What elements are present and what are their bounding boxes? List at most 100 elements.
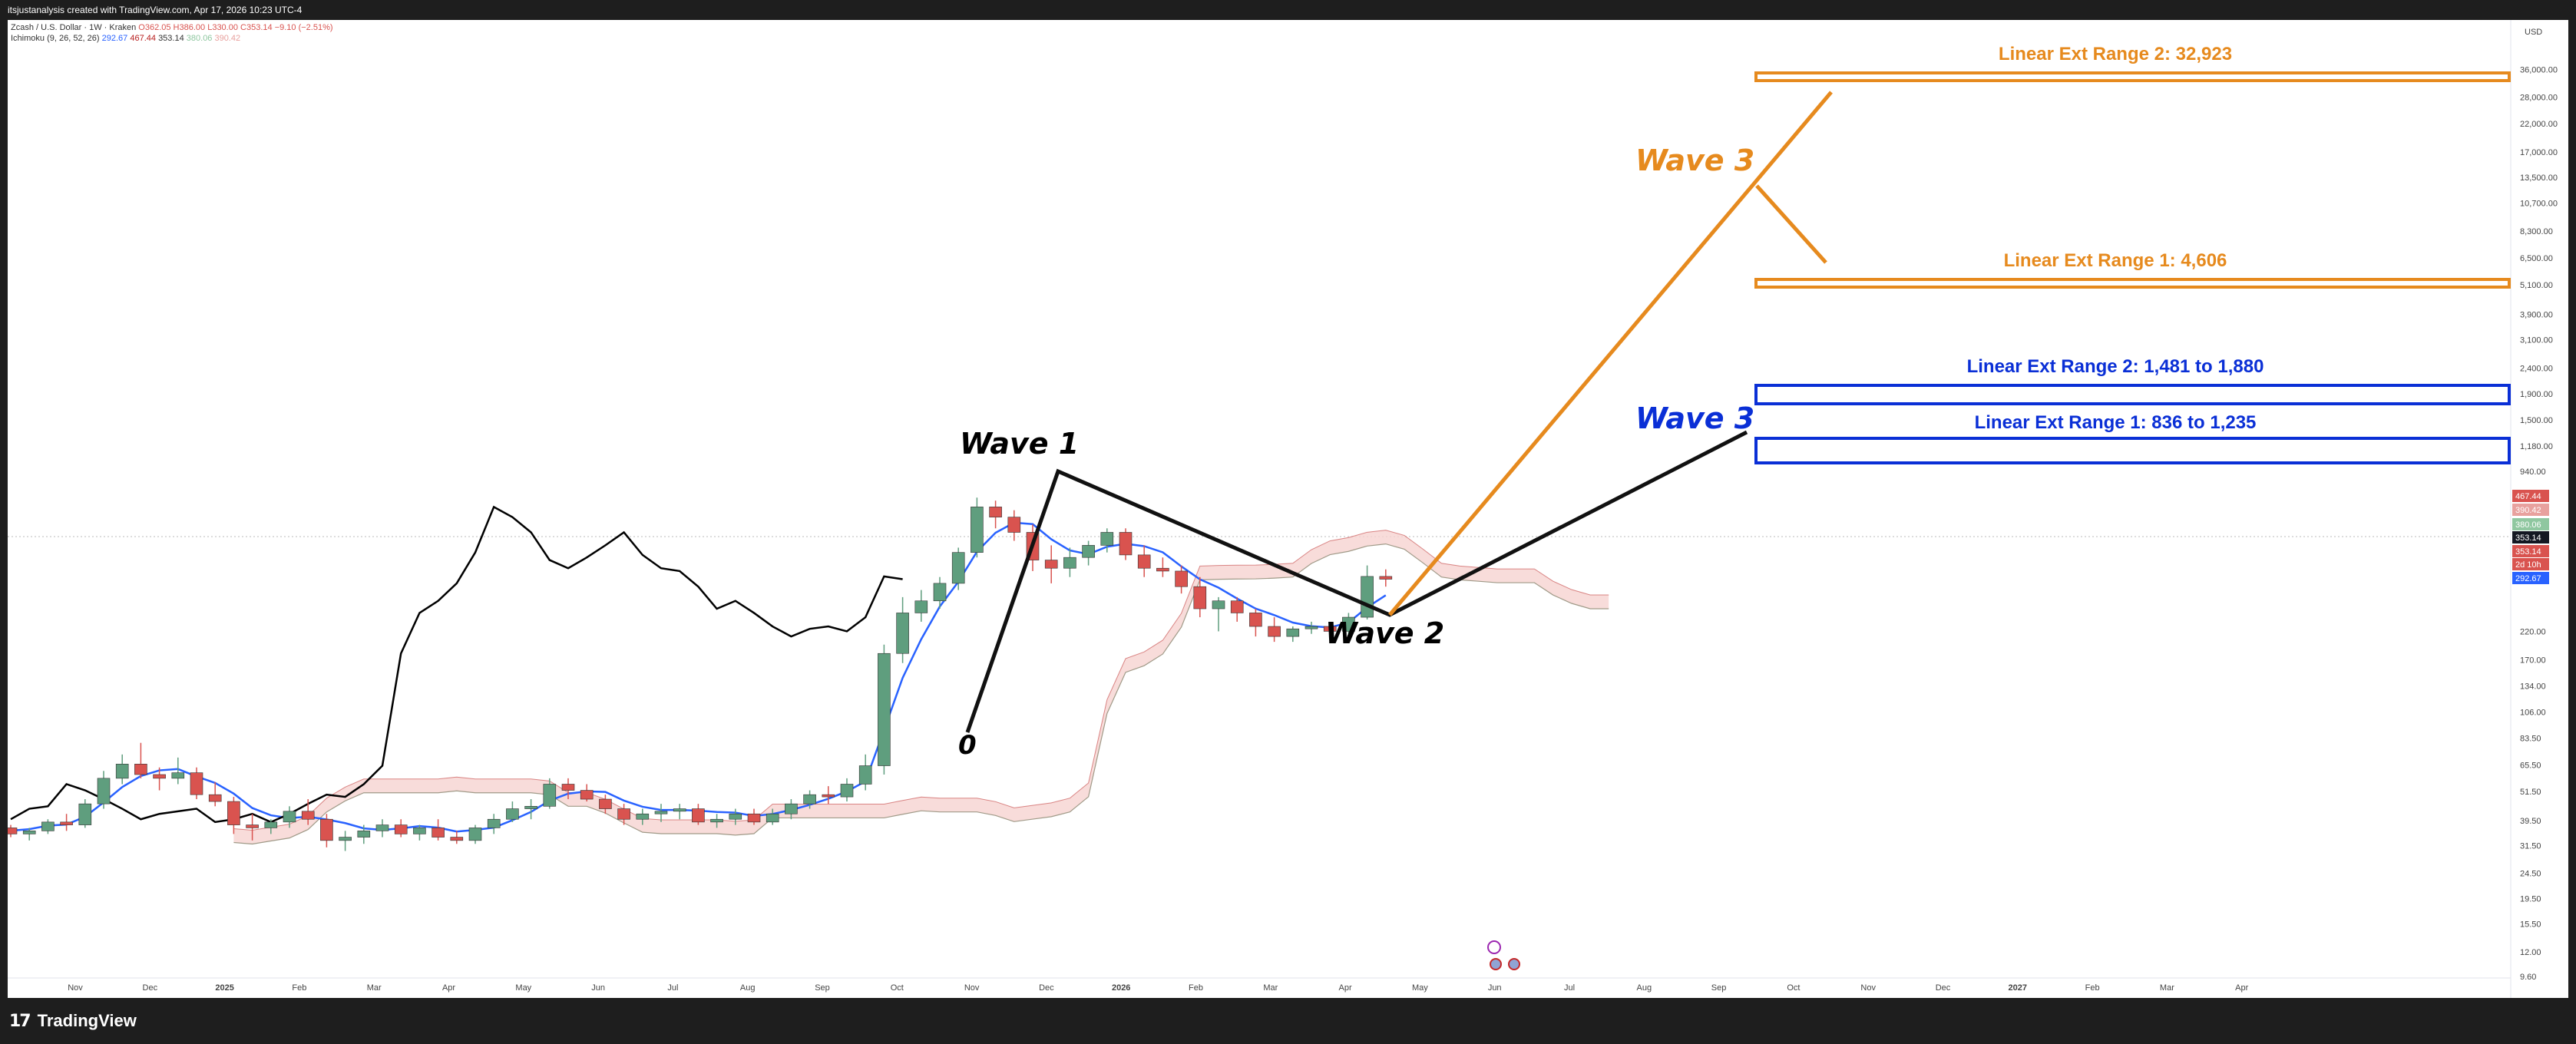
tenkan-value: 292.67 (101, 34, 128, 43)
price-tick-label: 17,000.00 (2520, 148, 2558, 157)
top-bar: itsjustanalysis created with TradingView… (0, 0, 2576, 20)
price-tag-label: 292.67 (2515, 574, 2541, 583)
time-tick-label: Dec (1936, 983, 1951, 993)
indicator-legend[interactable]: Ichimoku (9, 26, 52, 26) 292.67 467.44 3… (11, 34, 240, 43)
time-tick-label: Aug (1637, 983, 1652, 993)
candle (617, 804, 630, 825)
candle (785, 799, 798, 820)
time-tick-label: Sep (815, 983, 830, 993)
candle (171, 757, 185, 785)
us-flag-event-icon-2[interactable] (1508, 958, 1520, 970)
candle (951, 547, 965, 590)
low-value: L330.00 (207, 23, 238, 32)
time-tick-label: Mar (1263, 983, 1278, 993)
wave3-projection-orange[interactable] (1388, 91, 1833, 616)
time-tick-label: Jul (1564, 983, 1575, 993)
time-tick-label: Dec (1039, 983, 1054, 993)
candle (1100, 528, 1114, 553)
flash-event-icon[interactable] (1487, 940, 1501, 954)
candle (1286, 626, 1300, 643)
time-tick-label: 2027 (2009, 983, 2027, 993)
candle (654, 804, 668, 822)
time-tick-label: Oct (1787, 983, 1800, 993)
blue-range-1-box[interactable] (1754, 437, 2511, 464)
price-tick-label: 3,900.00 (2520, 311, 2553, 320)
price-tag-label: 380.06 (2515, 520, 2541, 530)
price-tick-label: 170.00 (2520, 656, 2546, 665)
price-tick-label: 220.00 (2520, 627, 2546, 636)
candle (468, 824, 482, 844)
price-axis[interactable]: 36,000.00 28,000.00 22,000.00 17,000.00 13,5… (2520, 65, 2558, 998)
time-tick-label: Dec (143, 983, 158, 993)
candlestick-series (8, 497, 1393, 851)
candle (580, 784, 594, 802)
credit-text: itsjustanalysis created with TradingView… (8, 5, 303, 15)
candle (78, 799, 92, 828)
wave-count-line[interactable] (965, 430, 1748, 733)
time-tick-label: 2025 (215, 983, 233, 993)
candle (41, 819, 55, 834)
price-tick-label: 22,000.00 (2520, 120, 2558, 129)
time-axis[interactable]: Nov Dec 2025 Feb Mar Apr May Jun Jul Aug Sep Oct Nov… (68, 983, 2248, 993)
chart-pane[interactable]: Zcash / U.S. Dollar · 1W · Kraken O362.0… (8, 20, 2568, 998)
wave3-fork-orange[interactable] (1755, 184, 1827, 264)
price-tick-label: 12.00 (2520, 948, 2541, 957)
candle (60, 814, 73, 831)
price-tag: 353.14 (2512, 545, 2549, 557)
price-tick-label: 51.50 (2520, 788, 2541, 797)
time-tick-label: Apr (2235, 983, 2248, 993)
candle (1379, 569, 1393, 587)
time-tick-label: Nov (964, 983, 980, 993)
wave3-blue-label: Wave 3 (1635, 401, 1754, 435)
candle (1137, 545, 1151, 577)
candle (153, 767, 166, 791)
orange-range-2-box[interactable] (1754, 71, 2511, 82)
candle (1063, 547, 1076, 577)
candle (1230, 596, 1244, 622)
price-tick-label: 106.00 (2520, 708, 2546, 717)
price-tick-label: 65.50 (2520, 761, 2541, 770)
candle (1249, 609, 1262, 637)
candle (561, 778, 575, 800)
candle (1175, 565, 1188, 594)
candle (840, 778, 854, 802)
candle (320, 814, 333, 847)
price-tick-label: 24.50 (2520, 870, 2541, 879)
price-tick-label: 1,180.00 (2520, 442, 2553, 451)
candle (524, 799, 537, 820)
candle (432, 819, 445, 841)
us-flag-event-icon[interactable] (1490, 958, 1502, 970)
candle (506, 801, 519, 822)
price-tick-label: 1,500.00 (2520, 416, 2553, 425)
wave2-label: Wave 2 (1325, 616, 1444, 650)
candle (822, 786, 835, 804)
candle (1305, 621, 1318, 634)
price-chart[interactable]: USD Linear Ext Range 2: 32,923 Linear Ex… (8, 20, 2568, 998)
price-tag-label: 390.42 (2515, 506, 2541, 515)
candle (933, 577, 947, 610)
tradingview-logo[interactable]: 17 TradingView (9, 1011, 137, 1031)
candle (971, 497, 984, 558)
price-tick-label: 3,100.00 (2520, 336, 2553, 345)
candle (246, 814, 259, 841)
candle (134, 742, 147, 778)
kijun-value: 467.44 (130, 34, 156, 43)
candle (115, 754, 129, 785)
price-tick-label: 15.50 (2520, 920, 2541, 929)
currency-label: USD (2525, 28, 2542, 37)
candle (394, 819, 408, 838)
candle (487, 814, 501, 834)
candle (1361, 565, 1374, 619)
time-tick-label: Jul (667, 983, 678, 993)
candle (896, 596, 909, 663)
footer-bar: 17 TradingView (0, 998, 2576, 1044)
time-tick-label: Oct (891, 983, 904, 993)
orange-range-1-box[interactable] (1754, 278, 2511, 289)
candle (766, 808, 779, 825)
event-markers[interactable] (1487, 940, 1520, 970)
time-tick-label: Jun (1488, 983, 1502, 993)
price-tag-label: 353.14 (2515, 547, 2541, 557)
blue-range-2-box[interactable] (1754, 384, 2511, 405)
lagging-span-line (10, 505, 903, 824)
candle (1212, 596, 1225, 632)
